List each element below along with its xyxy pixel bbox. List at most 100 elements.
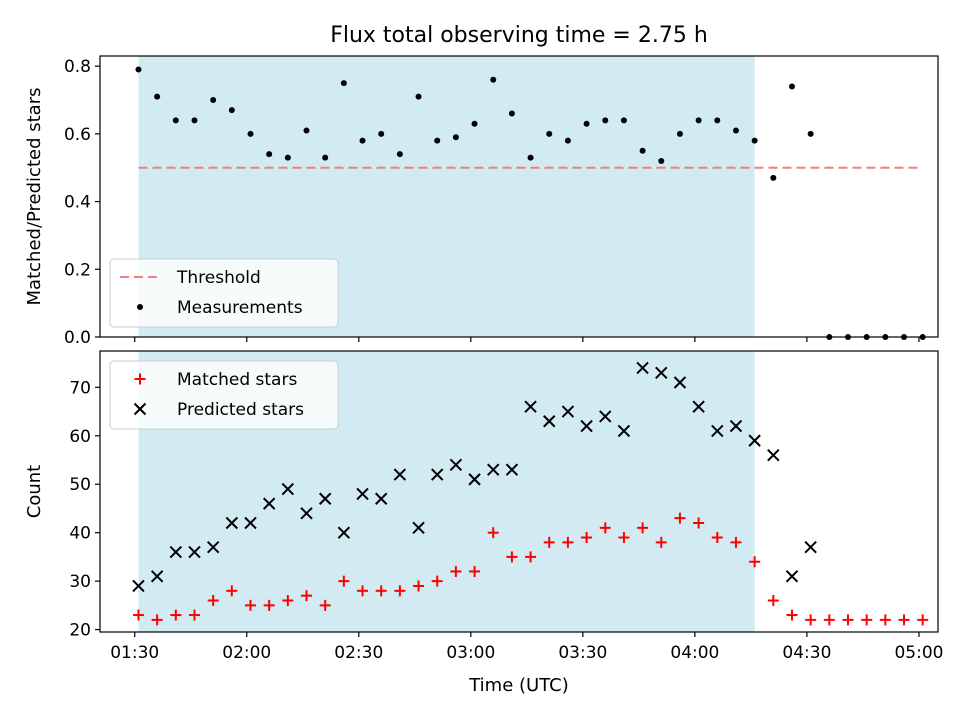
matched-stars-point — [693, 517, 705, 529]
predicted-stars-point — [636, 361, 649, 375]
measurement-point — [266, 151, 273, 158]
measurement-point — [714, 117, 721, 124]
matched-stars-point — [487, 527, 499, 539]
measurement-point — [658, 157, 665, 164]
matched-stars-point — [674, 512, 686, 524]
y-tick-label: 0.0 — [64, 328, 91, 348]
x-axis-label: Time (UTC) — [468, 675, 569, 696]
predicted-stars-point — [468, 473, 481, 486]
measurement-point — [303, 127, 310, 134]
y-tick-label: 20 — [69, 621, 91, 641]
matched-stars-point — [170, 609, 182, 621]
predicted-stars-point — [655, 366, 668, 380]
legend-predicted-swatch — [133, 402, 147, 416]
matched-stars-point — [506, 551, 518, 563]
x-tick-label: 02:00 — [222, 643, 271, 663]
y-tick-label: 0.8 — [64, 57, 91, 77]
matched-stars-point — [823, 614, 835, 626]
measurement-point — [191, 117, 198, 124]
measurement-point — [564, 137, 571, 144]
measurement-point — [396, 151, 403, 158]
predicted-stars-point — [692, 400, 705, 413]
matched-stars-point — [431, 575, 443, 587]
measurement-point — [602, 117, 609, 124]
predicted-stars-point — [524, 400, 537, 413]
matched-stars-point — [861, 614, 873, 626]
predicted-stars-point — [561, 405, 575, 418]
y-tick-label: 70 — [69, 378, 91, 398]
predicted-stars-point — [412, 521, 425, 535]
legend-label: Measurements — [177, 298, 303, 318]
matched-stars-point — [917, 614, 929, 626]
measurement-point — [695, 117, 702, 124]
matched-stars-point — [188, 609, 200, 621]
plot-frame — [99, 350, 939, 633]
measurement-point — [452, 134, 459, 141]
legend-label: Threshold — [176, 268, 261, 288]
predicted-stars-point — [132, 579, 145, 593]
predicted-stars-point — [543, 415, 556, 428]
matched-stars-point — [282, 595, 294, 607]
matched-stars-point — [151, 614, 163, 626]
matched-stars-point — [338, 575, 350, 587]
predicted-stars-point — [431, 468, 444, 481]
y-tick-label: 50 — [69, 475, 91, 495]
y-tick-label: 0.4 — [64, 193, 91, 213]
predicted-stars-point — [767, 448, 780, 462]
measurement-point — [228, 107, 235, 114]
matched-stars-point — [319, 599, 331, 611]
measurement-point — [620, 117, 627, 124]
matched-stars-point — [301, 590, 313, 602]
predicted-stars-point — [150, 570, 164, 583]
measurement-point — [732, 127, 739, 134]
measurement-point — [135, 66, 142, 73]
matched-stars-point — [618, 532, 630, 544]
measurement-point — [359, 137, 366, 144]
measurement-point — [172, 117, 179, 124]
measurement-point — [788, 83, 795, 90]
chart-title: Flux total observing time = 2.75 h — [330, 23, 708, 48]
legend: Matched stars Predicted stars — [109, 360, 339, 430]
measurement-point — [490, 76, 497, 83]
x-tick-label: 01:30 — [110, 643, 159, 663]
y-tick-label: 0.6 — [64, 125, 91, 145]
legend-box — [109, 258, 339, 328]
measurement-point — [471, 120, 478, 127]
predicted-stars-point — [244, 516, 257, 530]
matched-stars-point — [730, 536, 742, 548]
matched-stars-point — [898, 614, 910, 626]
matched-stars-point — [543, 536, 555, 548]
plot-frame — [99, 55, 939, 338]
predicted-stars-point — [673, 376, 687, 389]
matched-stars-point — [450, 565, 462, 577]
matched-stars-point — [749, 556, 761, 568]
matched-stars-point — [562, 536, 574, 548]
predicted-stars-point — [337, 526, 351, 539]
matched-stars-point — [132, 609, 144, 621]
predicted-stars-point — [169, 545, 183, 559]
matched-stars-point — [599, 522, 611, 534]
measurement-point — [284, 154, 291, 161]
matched-stars-point — [357, 585, 369, 597]
y-tick-label: 30 — [69, 572, 91, 592]
measurement-point — [415, 93, 422, 100]
predicted-stars-point — [804, 541, 817, 554]
matched-stars-point — [581, 532, 593, 544]
predicted-stars-point — [262, 497, 276, 510]
measurement-point — [583, 120, 590, 127]
legend-label: Predicted stars — [177, 400, 304, 420]
predicted-stars-point — [281, 482, 295, 496]
legend: Threshold Measurements — [109, 258, 339, 328]
measurement-point — [639, 147, 646, 154]
measurement-point — [378, 130, 385, 137]
predicted-stars-point — [785, 570, 799, 583]
predicted-stars-point — [599, 410, 612, 423]
matched-stars-point — [394, 585, 406, 597]
legend-measurements-swatch — [137, 304, 143, 310]
predicted-stars-point — [206, 541, 220, 554]
predicted-stars-point — [356, 487, 369, 501]
y-tick-label: 0.2 — [64, 260, 91, 280]
measurement-point — [546, 130, 553, 137]
matched-stars-point — [525, 551, 537, 563]
